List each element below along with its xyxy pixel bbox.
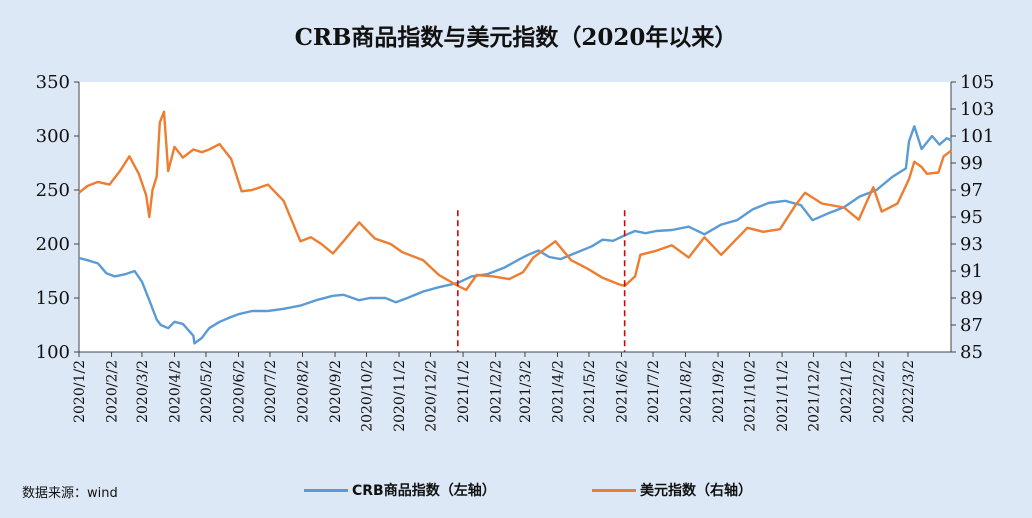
legend-item-crb: CRB商品指数（左轴） bbox=[304, 480, 496, 500]
x-tick-label: 2020/12/2 bbox=[424, 360, 440, 432]
right-tick-label: 97 bbox=[960, 180, 983, 201]
x-tick-label: 2021/2/2 bbox=[489, 360, 505, 423]
legend-label-crb: CRB商品指数（左轴） bbox=[352, 483, 496, 499]
legend-label-usd: 美元指数（右轴） bbox=[640, 483, 752, 499]
x-tick-label: 2021/4/2 bbox=[550, 360, 566, 423]
x-tick-label: 2021/7/2 bbox=[646, 360, 662, 423]
x-tick-label: 2021/11/2 bbox=[775, 360, 791, 432]
legend-swatch-usd bbox=[592, 488, 636, 492]
x-tick-label: 2021/8/2 bbox=[679, 360, 695, 423]
x-tick-label: 2021/1/2 bbox=[456, 360, 472, 423]
x-tick-label: 2020/7/2 bbox=[263, 360, 279, 423]
x-tick-label: 2020/1/2 bbox=[72, 360, 88, 423]
x-tick-label: 2022/1/2 bbox=[839, 360, 855, 423]
x-tick-label: 2020/6/2 bbox=[231, 360, 247, 423]
right-tick-label: 95 bbox=[960, 207, 983, 228]
chart-title: CRB商品指数与美元指数（2020年以来） bbox=[294, 24, 738, 51]
plot-area bbox=[79, 82, 951, 352]
x-tick-label: 2020/2/2 bbox=[105, 360, 121, 423]
right-tick-label: 93 bbox=[960, 234, 983, 255]
crb-index-line bbox=[78, 125, 952, 345]
x-tick-label: 2022/2/2 bbox=[872, 360, 888, 423]
left-tick-label: 300 bbox=[36, 126, 70, 147]
x-tick-label: 2021/10/2 bbox=[743, 360, 759, 432]
right-tick-label: 101 bbox=[960, 126, 994, 147]
legend-item-usd: 美元指数（右轴） bbox=[592, 480, 752, 500]
x-tick-label: 2021/5/2 bbox=[582, 360, 598, 423]
x-tick-label: 2020/10/2 bbox=[360, 360, 376, 432]
data-source-note: 数据来源：wind bbox=[22, 486, 118, 501]
left-tick-label: 150 bbox=[36, 288, 70, 309]
left-tick-label: 350 bbox=[36, 72, 70, 93]
x-tick-label: 2020/5/2 bbox=[199, 360, 215, 423]
x-tick-label: 2022/3/2 bbox=[901, 360, 917, 423]
x-tick-label: 2021/3/2 bbox=[518, 360, 534, 423]
x-tick-label: 2020/8/2 bbox=[296, 360, 312, 423]
usd-index-line bbox=[78, 110, 952, 292]
left-tick-label: 250 bbox=[36, 180, 70, 201]
right-tick-label: 103 bbox=[960, 99, 994, 120]
right-tick-label: 91 bbox=[960, 261, 983, 282]
right-tick-label: 87 bbox=[960, 315, 983, 336]
x-tick-label: 2021/6/2 bbox=[615, 360, 631, 423]
right-tick-label: 89 bbox=[960, 288, 983, 309]
x-tick-label: 2021/12/2 bbox=[807, 360, 823, 432]
right-tick-label: 85 bbox=[960, 342, 983, 363]
x-tick-label: 2020/9/2 bbox=[328, 360, 344, 423]
left-tick-label: 200 bbox=[36, 234, 70, 255]
right-tick-label: 105 bbox=[960, 72, 994, 93]
right-tick-label: 99 bbox=[960, 153, 983, 174]
x-tick-label: 2020/4/2 bbox=[167, 360, 183, 423]
legend-swatch-crb bbox=[304, 488, 348, 492]
left-tick-label: 100 bbox=[36, 342, 70, 363]
x-tick-label: 2021/9/2 bbox=[711, 360, 727, 423]
x-tick-label: 2020/3/2 bbox=[135, 360, 151, 423]
x-tick-label: 2020/11/2 bbox=[392, 360, 408, 432]
